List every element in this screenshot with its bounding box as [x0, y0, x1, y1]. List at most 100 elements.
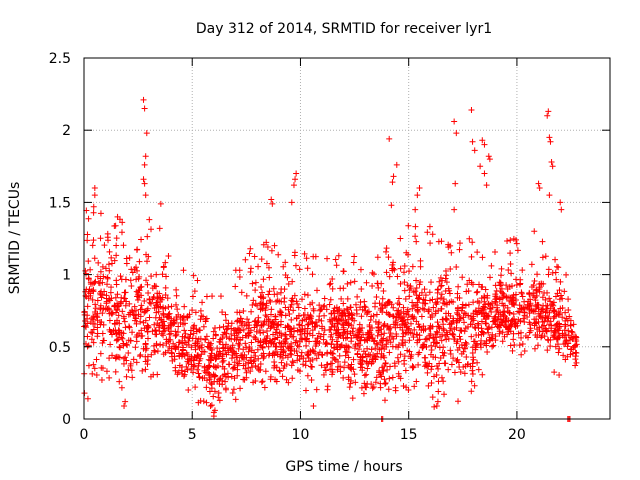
data-point-outlier — [451, 206, 458, 213]
data-point — [457, 369, 464, 376]
data-point — [290, 333, 297, 340]
data-point — [235, 340, 242, 347]
data-point — [383, 309, 390, 316]
data-point — [489, 331, 496, 338]
data-point-outlier — [211, 407, 218, 414]
data-point — [404, 282, 411, 289]
data-point — [223, 341, 230, 348]
data-point — [550, 315, 557, 322]
data-point — [146, 216, 153, 223]
data-point — [474, 249, 481, 256]
data-point — [141, 298, 148, 305]
data-point — [500, 302, 507, 309]
data-point — [469, 350, 476, 357]
data-point — [133, 320, 140, 327]
data-point — [133, 246, 140, 253]
data-point — [271, 359, 278, 366]
data-point — [259, 343, 266, 350]
data-point — [572, 333, 579, 340]
data-point — [90, 361, 97, 368]
data-point — [126, 300, 133, 307]
data-point — [352, 332, 359, 339]
data-point — [209, 293, 216, 300]
data-point — [85, 276, 92, 283]
data-point — [221, 365, 228, 372]
data-point — [337, 368, 344, 375]
data-point — [552, 343, 559, 350]
data-point — [97, 291, 104, 298]
data-point — [394, 273, 401, 280]
data-point — [261, 318, 268, 325]
data-point — [247, 268, 254, 275]
data-point — [544, 289, 551, 296]
data-point — [364, 380, 371, 387]
grid-lines — [84, 58, 610, 419]
data-point — [85, 362, 92, 369]
data-point — [542, 253, 549, 260]
data-point — [234, 362, 241, 369]
data-point — [316, 349, 323, 356]
data-point — [265, 264, 272, 271]
data-point — [89, 242, 96, 249]
data-point — [494, 316, 501, 323]
data-point — [172, 344, 179, 351]
data-point — [97, 210, 104, 217]
data-point — [285, 323, 292, 330]
data-point — [363, 384, 370, 391]
data-point — [442, 360, 449, 367]
data-point — [394, 300, 401, 307]
data-point — [357, 304, 364, 311]
data-point — [427, 351, 434, 358]
data-point — [222, 385, 229, 392]
data-point — [213, 351, 220, 358]
data-point — [397, 280, 404, 287]
data-point — [133, 276, 140, 283]
data-point — [152, 349, 159, 356]
data-point — [435, 323, 442, 330]
data-point — [454, 311, 461, 318]
data-point — [114, 317, 121, 324]
data-point — [104, 281, 111, 288]
data-point — [285, 306, 292, 313]
data-point — [121, 318, 128, 325]
data-point — [485, 300, 492, 307]
data-point — [337, 343, 344, 350]
data-point — [494, 307, 501, 314]
data-point — [443, 329, 450, 336]
data-point — [446, 287, 453, 294]
data-point — [338, 295, 345, 302]
data-point — [206, 388, 213, 395]
data-point — [247, 245, 254, 252]
data-point — [281, 362, 288, 369]
data-point — [401, 287, 408, 294]
data-point — [204, 366, 211, 373]
data-point — [100, 337, 107, 344]
data-point — [538, 323, 545, 330]
data-point — [240, 362, 247, 369]
data-point — [280, 347, 287, 354]
data-point — [112, 309, 119, 316]
data-point — [193, 328, 200, 335]
data-point — [512, 291, 519, 298]
data-point — [99, 310, 106, 317]
data-point — [469, 239, 476, 246]
data-point — [531, 316, 538, 323]
data-point — [274, 351, 281, 358]
data-point — [536, 286, 543, 293]
data-point — [236, 318, 243, 325]
data-point-outlier — [535, 180, 542, 187]
data-point — [429, 394, 436, 401]
data-point — [446, 327, 453, 334]
data-point — [527, 300, 534, 307]
data-point — [93, 372, 100, 379]
data-point — [119, 308, 126, 315]
data-point — [409, 305, 416, 312]
data-point — [250, 297, 257, 304]
data-point — [415, 361, 422, 368]
data-point-outlier — [412, 206, 419, 213]
data-point — [144, 233, 151, 240]
data-point — [293, 298, 300, 305]
data-point — [373, 374, 380, 381]
data-point — [438, 282, 445, 289]
data-point — [512, 319, 519, 326]
